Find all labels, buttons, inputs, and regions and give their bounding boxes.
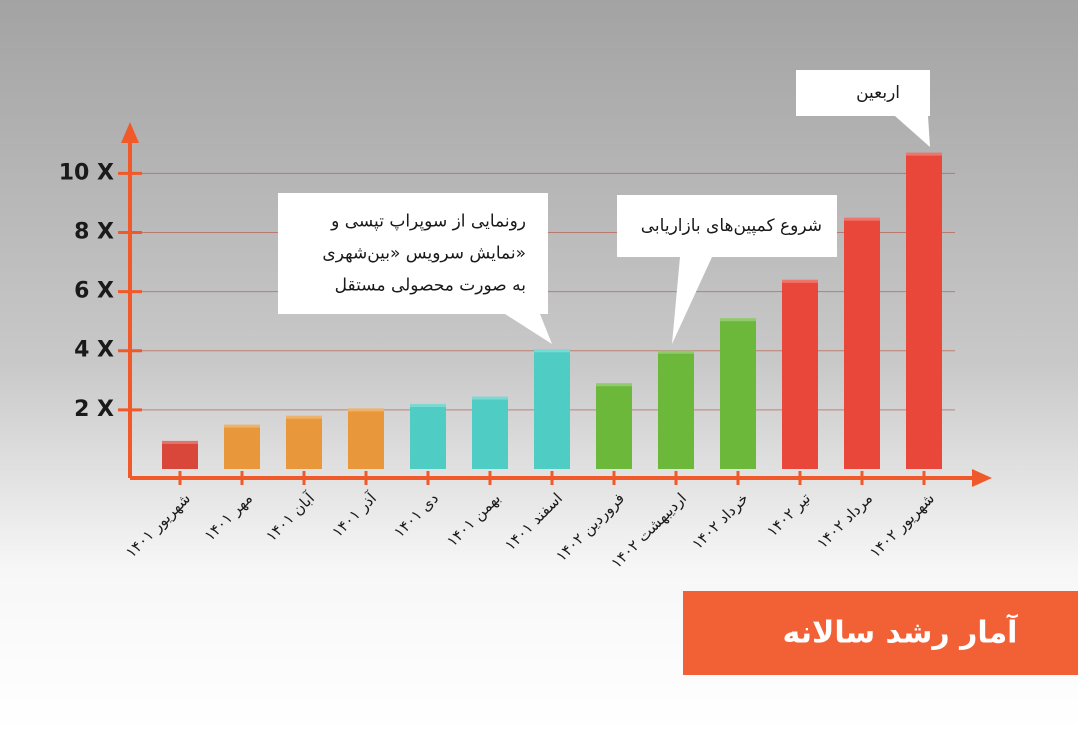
bar: [782, 279, 818, 469]
y-tick-label: 8 X: [74, 219, 114, 244]
x-axis-arrow: [972, 469, 992, 487]
bar: [348, 408, 384, 469]
bar: [844, 217, 880, 469]
bar: [224, 424, 260, 469]
annotation: نمایش سرویس «بین‌شهری»: [322, 244, 526, 264]
bar-top: [658, 350, 694, 354]
bar: [472, 396, 508, 469]
bar-top: [782, 279, 818, 283]
title-box: [683, 591, 1078, 675]
callout-box: [796, 70, 930, 116]
annotation: شروع کمپین‌های بازاریابی: [641, 216, 822, 236]
callout-box: [617, 195, 837, 257]
bar-top: [596, 383, 632, 387]
bar-top: [410, 403, 446, 407]
bar: [596, 383, 632, 469]
bar: [162, 440, 198, 469]
chart-title: آمار رشد سالانه: [783, 614, 1019, 651]
bar-top: [286, 415, 322, 419]
bar-top: [906, 152, 942, 156]
callout-pointer: [505, 314, 552, 344]
bar: [906, 152, 942, 470]
callout-box: [278, 193, 548, 314]
y-tick-label: 6 X: [74, 279, 114, 304]
y-tick-label: 10 X: [59, 160, 114, 185]
bar: [286, 415, 322, 469]
bar-top: [534, 349, 570, 353]
callout-pointer: [895, 116, 930, 147]
y-tick-label: 4 X: [74, 338, 114, 363]
bar: [534, 349, 570, 469]
bar: [658, 350, 694, 469]
bar-top: [472, 396, 508, 400]
bar: [720, 318, 756, 469]
bar-top: [224, 424, 260, 428]
callout-pointer: [672, 257, 712, 344]
annotation: رونمایی از سوپراپ تپسی و: [330, 212, 526, 232]
bar-top: [348, 408, 384, 412]
annotation: به صورت محصولی مستقل: [335, 276, 526, 296]
y-tick-label: 2 X: [74, 397, 114, 422]
bar-top: [162, 440, 198, 444]
y-axis-arrow: [121, 122, 139, 143]
bar-top: [720, 318, 756, 322]
bar-top: [844, 217, 880, 221]
annotation: اربعین: [856, 83, 900, 103]
bar: [410, 403, 446, 469]
